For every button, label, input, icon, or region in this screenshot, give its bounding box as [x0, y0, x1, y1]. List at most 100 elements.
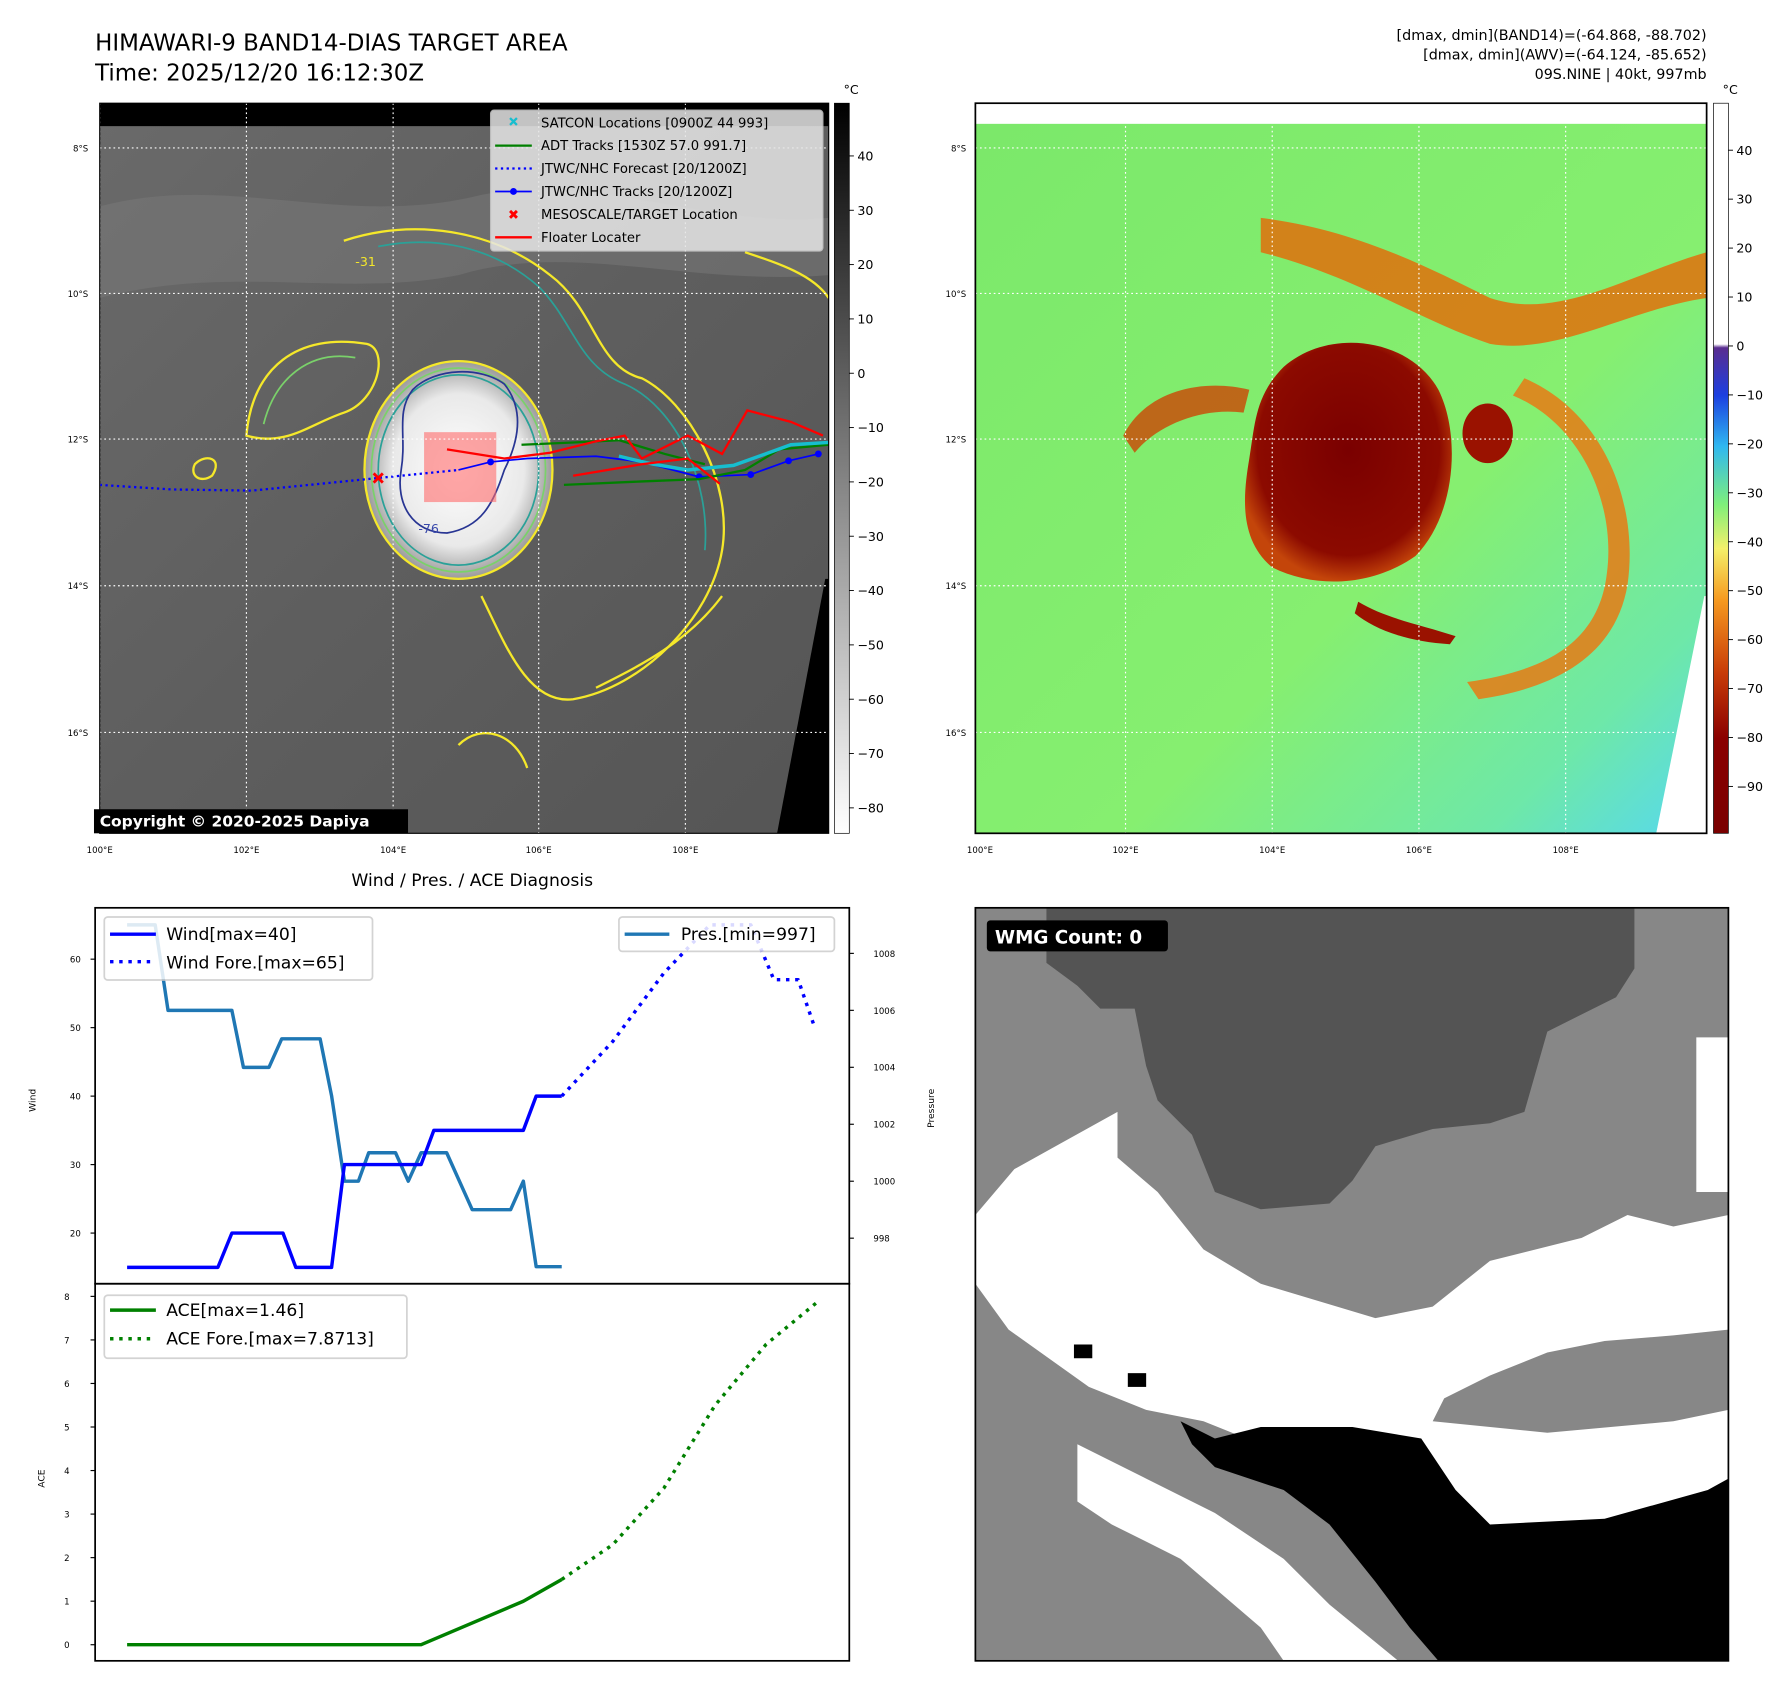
wind-tick-label: 60 [70, 956, 81, 966]
pressure-tick-label: 1008 [873, 950, 895, 960]
colorbar-tick-label: 30 [1736, 192, 1752, 207]
contour-yellow-band [343, 228, 725, 701]
wind-line [127, 1094, 562, 1270]
lon-label: 100°E [87, 846, 113, 856]
lon-label: 106°E [526, 846, 552, 856]
awv-colorbar-ticks: 40 30 20 10 0 −10 −20 −30 −40 −50 −60 −70 −80 −90 [1728, 143, 1763, 794]
pressure-tick-label: 998 [873, 1235, 889, 1245]
lon-label: 102°E [233, 846, 259, 856]
awv-colorbar-unit: °C [1723, 82, 1738, 97]
ace-tick-label: 8 [64, 1293, 69, 1303]
colorbar-tick-label: −80 [1736, 730, 1763, 745]
lon-label: 108°E [1553, 846, 1579, 856]
contour-yellow-west [245, 340, 380, 440]
contour-teal-band [378, 241, 707, 551]
wmg-black-pixel [1073, 1344, 1093, 1359]
wmg-black-band [1180, 1421, 1729, 1661]
lat-label: 12°S [68, 435, 89, 445]
colorbar-tick-label: 30 [857, 203, 873, 218]
awv-colorbar [1713, 102, 1729, 834]
wind-tick-label: 30 [70, 1161, 81, 1171]
ace-chart: ACE 0 1 2 3 4 5 6 7 8 [37, 1282, 851, 1662]
colorbar-tick-label: −70 [1736, 681, 1763, 696]
pressure-tick-label: 1000 [873, 1178, 895, 1188]
pressure-tick-label: 1006 [873, 1007, 895, 1017]
contour-navy-core [399, 370, 519, 534]
figure-time: Time: 2025/12/20 16:12:30Z [94, 60, 424, 86]
colorbar-tick-label: −20 [1736, 436, 1763, 451]
ace-axis-label: ACE [37, 1469, 48, 1487]
wind-axis-label: Wind [28, 1089, 39, 1112]
colorbar-tick-label: −60 [1736, 632, 1763, 647]
wmg-white-band [975, 1111, 1729, 1525]
contour-yellow-ne [744, 251, 829, 299]
lon-label: 104°E [380, 846, 406, 856]
colorbar-tick-label: −20 [857, 474, 884, 489]
colorbar-tick-label: 40 [857, 149, 873, 164]
floater-track [446, 409, 824, 460]
copyright-box [93, 809, 409, 834]
colorbar-tick-label: −70 [857, 746, 884, 761]
legend-ace-fore: ACE Fore.[max=7.8713] [166, 1329, 374, 1349]
colorbar-tick-label: −30 [1736, 485, 1763, 500]
legend-adt: ADT Tracks [1530Z 57.0 991.7] [541, 139, 746, 154]
floater-track-2 [572, 457, 721, 485]
lon-label: 102°E [1112, 846, 1138, 856]
lon-label: 104°E [1259, 846, 1285, 856]
stats-awv: [dmax, dmin](AWV)=(-64.124, -85.652) [1423, 48, 1706, 64]
ace-tick-label: 0 [64, 1641, 69, 1651]
lat-label: 16°S [68, 729, 89, 739]
awv-southeast-cell [1462, 403, 1513, 464]
lat-label: 14°S [946, 582, 967, 592]
ace-forecast-line [560, 1300, 819, 1581]
pressure-legend: Pres.[min=997] [618, 916, 836, 953]
legend-ace: ACE[max=1.46] [166, 1301, 304, 1321]
colorbar-tick-label: 20 [857, 257, 873, 272]
lon-label: 106°E [1406, 846, 1432, 856]
lat-label: 12°S [946, 435, 967, 445]
pressure-line [127, 923, 562, 1269]
contour-label-31: -31 [355, 254, 376, 269]
colorbar-tick-label: −50 [857, 637, 884, 652]
awv-lat-labels: 8°S 10°S 12°S 14°S 16°S [946, 144, 967, 739]
colorbar-tick-label: −50 [1736, 583, 1763, 598]
ir-map-legend: SATCON Locations [0900Z 44 993] ADT Trac… [489, 109, 824, 252]
contour-label-76: -76 [418, 521, 439, 536]
target-x-icon [509, 209, 518, 219]
wmg-white-right [1696, 1037, 1729, 1193]
ace-tick-label: 5 [64, 1423, 69, 1433]
colorbar-tick-label: −40 [857, 583, 884, 598]
ir-map-panel: -31 -76 [68, 82, 884, 856]
awv-no-data-top [975, 103, 1707, 124]
ace-legend: ACE[max=1.46] ACE Fore.[max=7.8713] [103, 1294, 408, 1360]
lat-label: 16°S [946, 729, 967, 739]
ir-lon-labels: 100°E 102°E 104°E 106°E 108°E [87, 846, 699, 856]
colorbar-tick-label: 20 [1736, 241, 1752, 256]
wmg-dark-region [1046, 907, 1635, 1210]
jtwc-forecast-track [99, 468, 459, 492]
pressure-tick-label: 1004 [873, 1064, 895, 1074]
wmg-count-badge [986, 920, 1168, 952]
lat-label: 8°S [951, 144, 966, 154]
lat-label: 14°S [68, 582, 89, 592]
ace-tick-label: 7 [64, 1336, 69, 1346]
ace-tick-label: 2 [64, 1554, 69, 1564]
lat-label: 10°S [946, 290, 967, 300]
colorbar-tick-label: −40 [1736, 534, 1763, 549]
adt-track [563, 443, 829, 487]
awv-spiral-band-north [1260, 217, 1707, 346]
colorbar-tick-label: 40 [1736, 143, 1752, 158]
target-area-box [424, 432, 497, 503]
colorbar-tick-label: 0 [857, 366, 865, 381]
colorbar-tick-label: 0 [1736, 339, 1744, 354]
ace-tick-label: 3 [64, 1511, 69, 1521]
awv-band-west [1123, 385, 1250, 453]
ir-lat-labels: 8°S 10°S 12°S 14°S 16°S [68, 144, 89, 739]
diagnosis-title: Wind / Pres. / ACE Diagnosis [351, 871, 593, 891]
colorbar-tick-label: −90 [1736, 779, 1763, 794]
contour-yellow-s [457, 595, 723, 769]
awv-band-south [1354, 601, 1456, 645]
figure-title: HIMAWARI-9 BAND14-DIAS TARGET AREA [95, 30, 568, 56]
wmg-white-lower [1077, 1444, 1399, 1661]
